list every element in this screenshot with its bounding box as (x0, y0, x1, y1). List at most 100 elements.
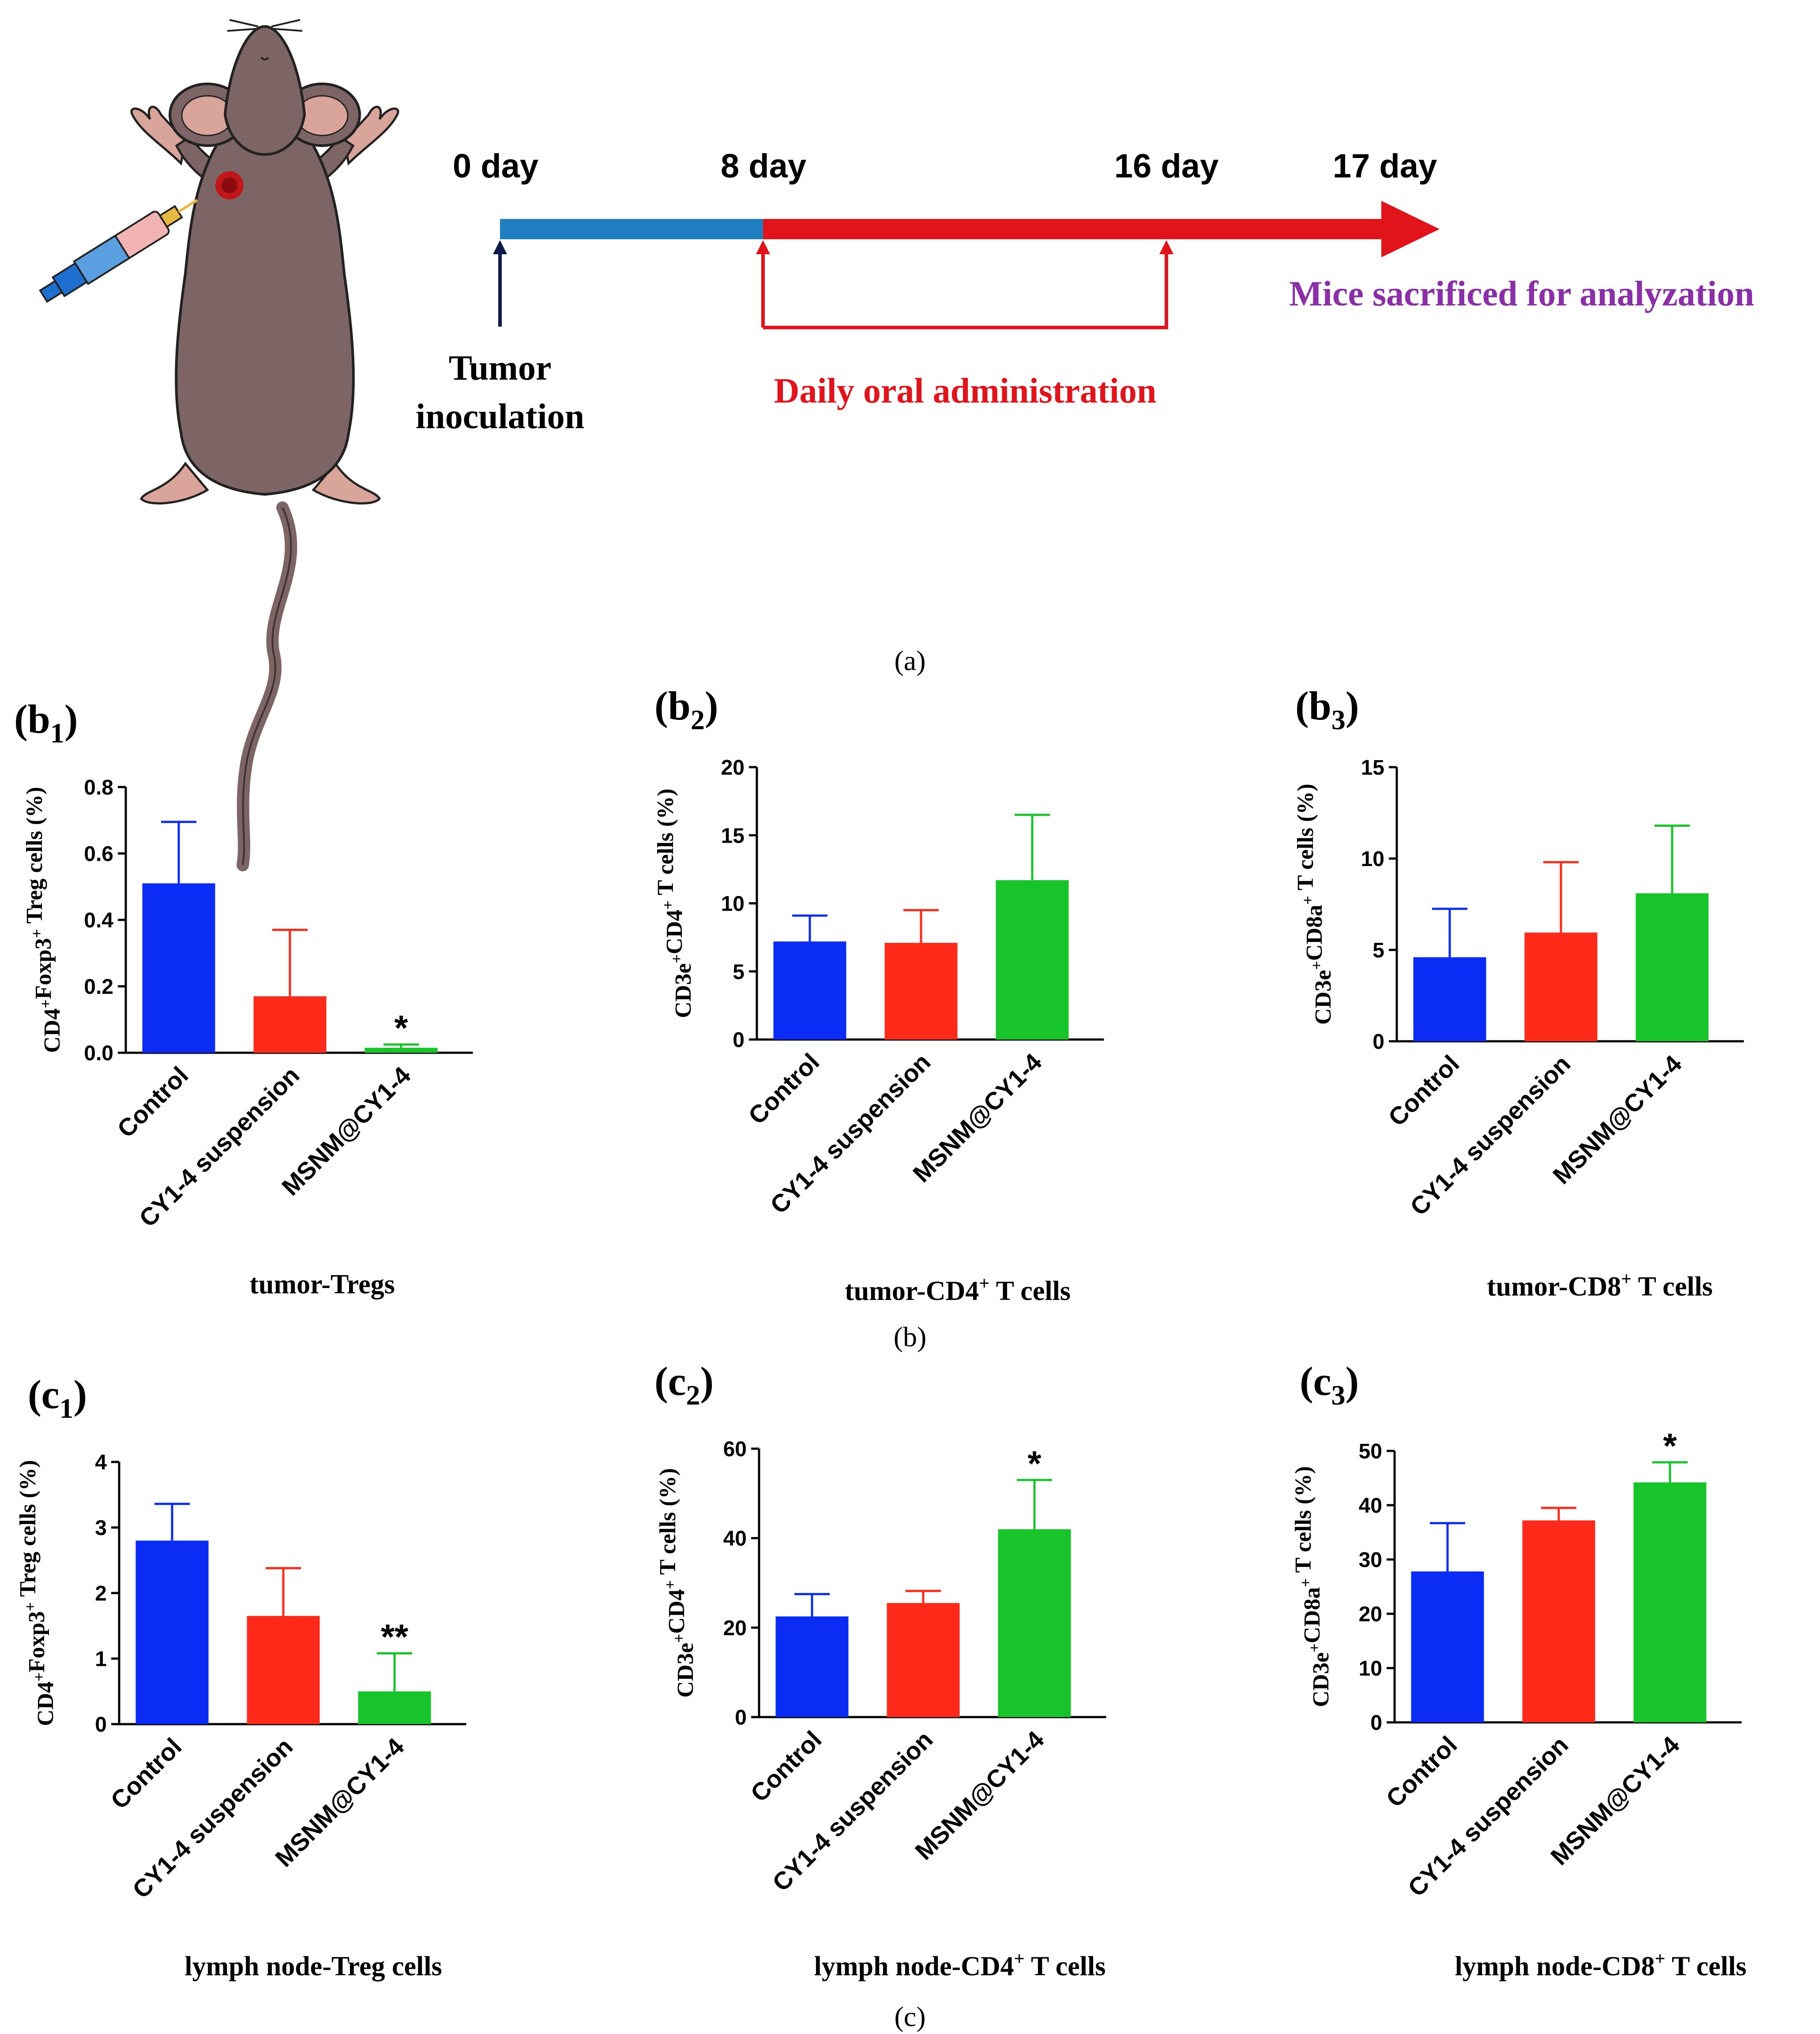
chart-title-part: T cells (1632, 1272, 1713, 1302)
bar-2 (358, 1691, 431, 1724)
y-axis-label-sup: + (30, 1672, 48, 1682)
bar-1 (253, 996, 327, 1053)
y-tick-label: 10 (1359, 1657, 1382, 1680)
y-axis-label-sup: + (37, 999, 54, 1009)
day-label-8: 8 day (721, 147, 806, 185)
chart-title-part: T cells (1025, 1951, 1106, 1981)
y-tick-label: 0 (733, 1028, 745, 1052)
y-tick-label: 15 (1361, 756, 1384, 780)
panel-label-close: ) (1346, 683, 1359, 728)
y-tick-label: 40 (1359, 1494, 1382, 1518)
y-axis-label-sup: + (668, 954, 685, 964)
y-axis-label-part: Treg cells (%) (15, 1460, 41, 1602)
bar-2 (996, 880, 1069, 1040)
y-tick-label: 0.0 (84, 1042, 113, 1065)
y-axis-label-part: CD3e (673, 1643, 698, 1698)
bar-0 (1411, 1571, 1484, 1722)
panel-label-close: ) (700, 1359, 714, 1404)
panel-label: (b2) (654, 683, 718, 735)
panel-label: (b3) (1295, 683, 1359, 735)
panel-label-sub: 2 (686, 1379, 700, 1411)
chart-title-part: tumor-CD4 (845, 1276, 979, 1306)
y-tick-label: 0.2 (84, 976, 113, 999)
category-label: Control (105, 1733, 187, 1814)
caption-b: (b) (894, 1321, 927, 1352)
significance-marker: ** (381, 1617, 409, 1657)
sacrifice-label: Mice sacrificed for analyzation (1289, 275, 1754, 313)
y-tick-label: 5 (733, 960, 745, 984)
y-axis-label-part: Treg cells (%) (22, 787, 47, 929)
panel-label: (b1) (14, 697, 78, 749)
y-tick-label: 30 (1359, 1548, 1382, 1572)
chart-title-sup: + (1655, 1949, 1666, 1969)
y-axis-label-sup: + (661, 1580, 679, 1590)
significance-marker: * (1027, 1444, 1042, 1483)
y-axis-label-part: CD3e (1309, 1652, 1334, 1707)
panel-label: (c3) (1300, 1359, 1359, 1411)
y-axis-label-part: CD4 (664, 1589, 689, 1634)
tumor-label-line1: Tumor (449, 349, 552, 388)
y-tick-label: 50 (1359, 1440, 1382, 1463)
chart-title-sup: + (1621, 1269, 1632, 1289)
bar-2 (1636, 893, 1709, 1041)
y-tick-label: 0 (1370, 1711, 1382, 1735)
caption-c: (c) (894, 2001, 925, 2032)
y-axis-label-part: Foxp3 (31, 938, 56, 999)
y-axis-label-part: CD4 (662, 910, 687, 954)
bar-0 (135, 1541, 209, 1724)
y-axis-label-sup: + (1308, 961, 1325, 970)
daily-administration-label: Daily oral administration (774, 372, 1157, 411)
bar-2 (365, 1047, 438, 1053)
bar-1 (1522, 1520, 1595, 1722)
y-tick-label: 0.6 (84, 843, 113, 866)
y-tick-label: 4 (95, 1451, 107, 1474)
y-tick-label: 20 (723, 1616, 747, 1640)
y-axis-label-part: T cells (%) (653, 788, 678, 900)
bar-1 (247, 1616, 320, 1724)
chart-title: lymph node-Treg cells (184, 1951, 442, 1981)
timeline-blue-segment (500, 219, 763, 239)
y-tick-label: 1 (95, 1648, 107, 1671)
timeline-red-segment (763, 219, 1385, 239)
y-tick-label: 40 (723, 1527, 747, 1551)
y-axis-label-part: Foxp3 (24, 1611, 49, 1672)
bar-0 (1413, 957, 1486, 1041)
bar-2 (1633, 1482, 1707, 1722)
day-label-16: 16 day (1114, 147, 1219, 185)
mouse-illustration (39, 19, 399, 871)
y-axis-label: CD3e+CD8a+ T cells (%) (1291, 1466, 1334, 1707)
chart-title: lymph node-CD8+ T cells (1455, 1949, 1747, 1981)
chart-title-part: tumor-CD8 (1487, 1272, 1621, 1302)
panel-label-sub: 3 (1331, 704, 1346, 735)
bar-2 (998, 1529, 1071, 1717)
chart-title: tumor-CD8+ T cells (1487, 1269, 1713, 1302)
y-axis-label: CD3e+CD4+ T cells (%) (653, 788, 696, 1018)
panel-label-close: ) (1345, 1359, 1359, 1404)
chart-title-sup: + (979, 1273, 989, 1294)
bar-1 (1524, 932, 1598, 1041)
y-axis-label: CD3e+CD4+ T cells (%) (655, 1468, 698, 1698)
y-tick-label: 5 (1373, 939, 1384, 962)
y-axis-label-sup: + (670, 1634, 688, 1643)
day-label-0: 0 day (453, 147, 538, 185)
bar-0 (773, 941, 846, 1040)
y-axis-label-sup: + (659, 900, 677, 910)
y-axis-label-part: T cells (%) (1291, 1466, 1316, 1578)
y-axis-label-sup: + (28, 929, 45, 938)
panel-label-close: ) (705, 683, 718, 728)
administration-bracket-bottom (763, 240, 1173, 329)
y-tick-label: 0.8 (84, 776, 113, 799)
chart-title: tumor-CD4+ T cells (845, 1273, 1071, 1306)
y-axis-label: CD4+Foxp3+ Treg cells (%) (22, 787, 65, 1053)
y-axis-label-part: CD4 (33, 1681, 58, 1726)
timeline: 0 day 8 day 16 day 17 day Tumor inoculat… (416, 147, 1754, 436)
chart-title-part: T cells (1666, 1951, 1747, 1981)
panel-label-close: ) (73, 1372, 87, 1417)
panel-label-sub: 2 (691, 704, 705, 735)
y-axis-label-part: CD8a (1300, 1587, 1325, 1643)
panel-label-sub: 1 (59, 1393, 73, 1424)
